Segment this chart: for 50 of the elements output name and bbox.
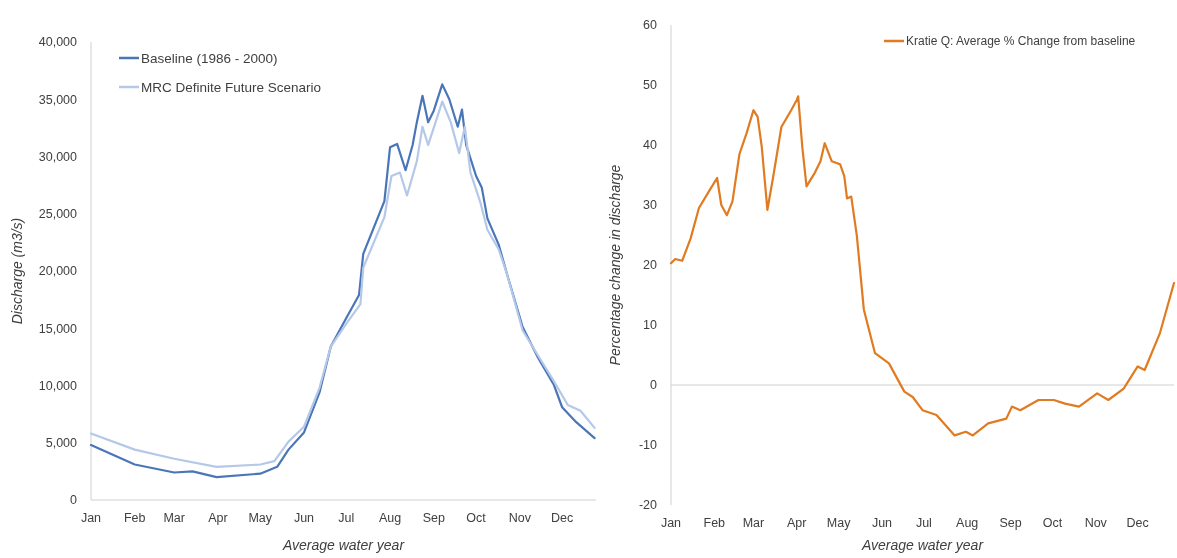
x-tick-label: Mar: [163, 511, 185, 525]
y-tick-label: 20,000: [38, 264, 78, 279]
x-tick-label: Sep: [422, 511, 445, 525]
x-tick-label: Mar: [742, 516, 765, 530]
y-tick-label: 50: [643, 78, 658, 93]
x-tick-label: May: [248, 511, 273, 525]
x-tick-label: Feb: [703, 516, 726, 530]
x-tick-label: Apr: [787, 516, 807, 530]
y-axis-title: Discharge (m3/s): [9, 217, 25, 325]
y-tick-label: 5,000: [45, 436, 78, 451]
x-tick-label: Dec: [551, 511, 574, 525]
y-tick-label: 0: [650, 378, 658, 393]
legend-label: Baseline (1986 - 2000): [141, 50, 278, 66]
y-tick-label: 20: [643, 258, 658, 273]
y-tick-label: 30,000: [38, 149, 78, 164]
y-tick-label: 30: [643, 198, 658, 213]
x-tick-label: Jul: [915, 516, 932, 530]
legend-label: MRC Definite Future Scenario: [141, 79, 322, 95]
y-tick-label: 60: [643, 18, 658, 33]
x-tick-label: Oct: [466, 511, 487, 525]
y-tick-label: 35,000: [38, 92, 78, 107]
line-series: [669, 95, 1176, 437]
x-axis-title: Average water year: [860, 537, 985, 553]
y-tick-label: 40: [643, 138, 658, 153]
legend-label: Kratie Q: Average % Change from baseline: [906, 34, 1136, 49]
x-tick-label: Jul: [338, 511, 355, 525]
y-tick-label: -10: [638, 438, 658, 453]
y-tick-label: 0: [70, 493, 78, 508]
y-tick-label: 25,000: [38, 207, 78, 222]
y-tick-label: 15,000: [38, 321, 78, 336]
x-tick-label: Nov: [1084, 516, 1108, 530]
x-tick-label: Jan: [660, 516, 682, 530]
x-tick-label: Jan: [80, 511, 102, 525]
y-tick-label: 10,000: [38, 378, 78, 393]
y-tick-label: 10: [643, 318, 658, 333]
y-tick-label: 40,000: [38, 35, 78, 50]
x-tick-label: Nov: [508, 511, 532, 525]
x-tick-label: May: [826, 516, 852, 530]
x-tick-label: Jun: [293, 511, 315, 525]
x-tick-label: Aug: [956, 516, 979, 530]
x-tick-label: Apr: [208, 511, 228, 525]
x-tick-label: Sep: [999, 516, 1022, 530]
x-tick-label: Feb: [123, 511, 146, 525]
y-axis-title: Percentage change in discharge: [607, 164, 623, 366]
x-tick-label: Aug: [378, 511, 402, 525]
x-tick-label: Dec: [1126, 516, 1149, 530]
x-axis-title: Average water year: [281, 537, 406, 553]
x-tick-label: Oct: [1042, 516, 1063, 530]
x-tick-label: Jun: [871, 516, 893, 530]
y-tick-label: -20: [638, 498, 658, 513]
